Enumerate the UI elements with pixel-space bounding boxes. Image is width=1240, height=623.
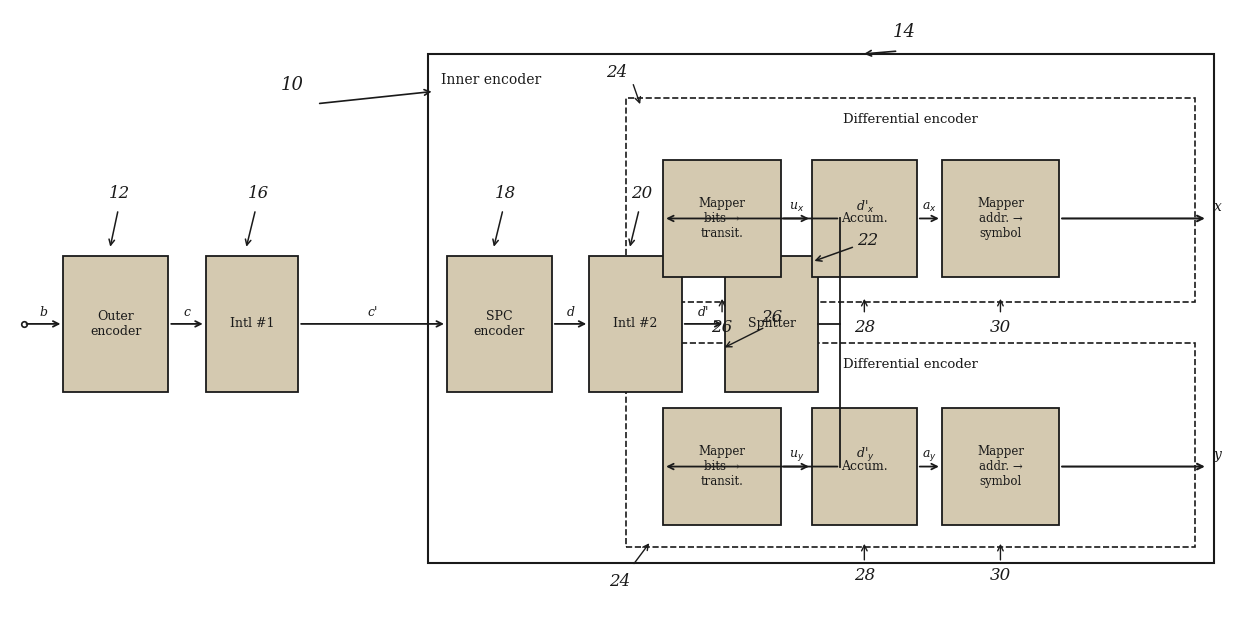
Text: c': c'	[367, 307, 378, 319]
Text: 14: 14	[893, 24, 916, 41]
Bar	[663, 407, 781, 525]
Text: x: x	[1214, 201, 1221, 214]
Text: u$_y$: u$_y$	[789, 448, 804, 463]
Text: Accum.: Accum.	[841, 212, 888, 225]
Text: 26: 26	[712, 318, 733, 336]
Bar	[663, 159, 781, 277]
Text: 12: 12	[109, 185, 130, 202]
Text: Mapper
bits →
transit.: Mapper bits → transit.	[698, 197, 745, 240]
Bar	[941, 407, 1059, 525]
Bar	[206, 255, 299, 392]
Bar	[725, 255, 818, 392]
Text: d'$_x$: d'$_x$	[856, 199, 874, 216]
Text: Outer
encoder: Outer encoder	[91, 310, 141, 338]
Text: 10: 10	[280, 76, 304, 94]
Text: 22: 22	[857, 232, 878, 249]
Bar	[812, 407, 916, 525]
Text: 30: 30	[990, 566, 1011, 584]
Text: u$_x$: u$_x$	[789, 201, 804, 214]
Bar	[446, 255, 552, 392]
Bar	[63, 255, 169, 392]
Bar	[941, 159, 1059, 277]
Text: y: y	[1214, 449, 1221, 462]
Text: 18: 18	[495, 185, 516, 202]
Text: Accum.: Accum.	[841, 460, 888, 473]
Bar	[589, 255, 682, 392]
Bar	[428, 54, 1214, 563]
Text: SPC
encoder: SPC encoder	[474, 310, 525, 338]
Text: 16: 16	[248, 185, 269, 202]
Text: 26: 26	[761, 309, 782, 326]
Text: 24: 24	[605, 64, 627, 81]
Text: Mapper
addr. →
symbol: Mapper addr. → symbol	[977, 197, 1024, 240]
Text: a$_x$: a$_x$	[921, 201, 936, 214]
Text: 28: 28	[853, 318, 875, 336]
Text: d'$_y$: d'$_y$	[856, 447, 874, 464]
Text: Mapper
bits →
transit.: Mapper bits → transit.	[698, 445, 745, 488]
Bar	[626, 343, 1195, 547]
Bar	[812, 159, 916, 277]
Text: Differential encoder: Differential encoder	[843, 113, 978, 126]
Text: d': d'	[698, 307, 709, 319]
Text: 20: 20	[631, 185, 652, 202]
Bar	[626, 98, 1195, 302]
Text: Intl #1: Intl #1	[229, 317, 274, 330]
Text: Mapper
addr. →
symbol: Mapper addr. → symbol	[977, 445, 1024, 488]
Text: Inner encoder: Inner encoder	[440, 73, 541, 87]
Text: 24: 24	[609, 573, 631, 590]
Text: b: b	[40, 307, 47, 319]
Text: Intl #2: Intl #2	[614, 317, 657, 330]
Text: Splitter: Splitter	[748, 317, 796, 330]
Text: Differential encoder: Differential encoder	[843, 358, 978, 371]
Text: d: d	[567, 307, 574, 319]
Text: a$_y$: a$_y$	[921, 448, 936, 463]
Text: 30: 30	[990, 318, 1011, 336]
Text: 28: 28	[853, 566, 875, 584]
Text: c: c	[184, 307, 191, 319]
